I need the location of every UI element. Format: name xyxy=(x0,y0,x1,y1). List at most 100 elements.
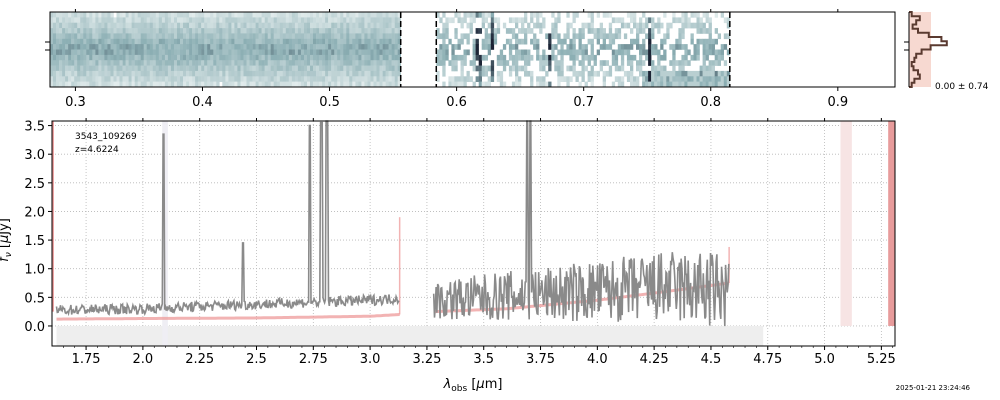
heatmap-cell xyxy=(297,49,302,56)
heatmap-cell xyxy=(313,70,317,77)
heatmap-cell xyxy=(572,12,576,18)
heatmap-cell xyxy=(267,33,271,40)
heatmap-cell xyxy=(222,44,226,50)
heatmap-cell xyxy=(282,65,287,72)
heatmap-cell xyxy=(285,76,290,82)
heatmap-cell xyxy=(711,44,715,50)
heatmap-cell xyxy=(201,76,205,82)
heatmap-cell xyxy=(264,70,268,77)
heatmap-cell xyxy=(487,49,491,56)
heatmap-cell xyxy=(527,54,531,61)
heatmap-cell xyxy=(261,81,265,88)
heatmap-cell xyxy=(391,65,395,72)
heatmap-cell xyxy=(50,33,54,40)
heatmap-cell xyxy=(436,33,440,40)
heatmap-cell xyxy=(373,49,377,56)
heatmap-cell xyxy=(288,65,293,72)
heatmap-cell xyxy=(89,38,93,45)
heatmap-cell xyxy=(119,38,123,45)
heatmap-cell xyxy=(74,49,78,56)
heatmap-cell xyxy=(705,76,709,82)
heatmap-cell xyxy=(71,65,75,72)
heatmap-cell xyxy=(472,65,476,72)
heatmap-cell xyxy=(693,54,697,61)
heatmap-cell xyxy=(219,70,223,77)
heatmap-cell xyxy=(379,70,383,77)
heatmap-cell xyxy=(149,60,154,66)
heatmap-cell xyxy=(448,17,452,24)
heatmap-cell xyxy=(337,54,341,61)
heatmap-cell xyxy=(463,81,467,88)
heatmap-cell xyxy=(596,12,600,18)
heatmap-cell xyxy=(149,12,154,18)
heatmap-cell xyxy=(74,60,78,66)
heatmap-cell xyxy=(690,76,694,82)
heatmap-cell xyxy=(237,54,241,61)
heatmap-cell xyxy=(533,33,537,40)
heatmap-cell xyxy=(282,54,287,61)
heatmap-cell xyxy=(204,54,208,61)
heatmap-cell xyxy=(334,76,338,82)
heatmap-cell xyxy=(584,81,588,88)
heatmap-cell xyxy=(98,49,102,56)
heatmap-cell xyxy=(304,76,308,82)
heatmap-cell xyxy=(442,33,446,40)
heatmap-cell xyxy=(605,60,609,66)
heatmap-cell xyxy=(636,81,640,88)
heatmap-cell xyxy=(174,38,178,45)
heatmap-cell xyxy=(457,44,461,50)
heatmap-cell xyxy=(285,28,290,34)
heatmap-cell xyxy=(152,81,157,88)
heatmap-cell xyxy=(89,81,93,88)
heatmap-cell xyxy=(107,44,111,50)
heatmap-cell xyxy=(71,60,75,66)
heatmap-cell xyxy=(143,38,147,45)
heatmap-cell xyxy=(240,22,244,29)
heatmap-cell xyxy=(110,70,114,77)
heatmap-cell xyxy=(276,33,281,40)
heatmap-cell xyxy=(355,22,359,29)
heatmap-cell xyxy=(521,22,525,29)
heatmap-cell xyxy=(331,22,335,29)
heatmap-cell xyxy=(364,60,368,66)
heatmap-cell xyxy=(80,28,84,34)
heatmap-cell xyxy=(252,76,256,82)
heatmap-cell xyxy=(71,49,75,56)
heatmap-cell xyxy=(50,60,54,66)
heatmap-cell xyxy=(367,49,371,56)
heatmap-cell xyxy=(481,38,485,45)
heatmap-cell xyxy=(98,38,102,45)
heatmap-cell xyxy=(397,65,401,72)
heatmap-cell xyxy=(322,60,326,66)
heatmap-cell xyxy=(515,54,519,61)
heatmap-cell xyxy=(496,54,501,61)
heatmap-cell xyxy=(225,65,229,72)
heatmap-cell xyxy=(140,17,144,24)
heatmap-cell xyxy=(95,70,99,77)
heatmap-cell xyxy=(68,65,72,72)
heatmap-cell xyxy=(189,49,193,56)
heatmap-cell xyxy=(65,38,69,45)
heatmap-cell xyxy=(639,65,643,72)
heatmap-cell xyxy=(222,12,226,18)
histogram-steps xyxy=(909,11,948,88)
heatmap-cell xyxy=(155,17,160,24)
heatmap-cell xyxy=(228,49,232,56)
heatmap-cell xyxy=(149,22,154,29)
heatmap-cell xyxy=(581,65,585,72)
heatmap-cell xyxy=(385,70,389,77)
heatmap-cell xyxy=(125,38,129,45)
heatmap-cell xyxy=(267,49,271,56)
heatmap-cell xyxy=(225,54,229,61)
heatmap-cell xyxy=(678,65,682,72)
heatmap-cell xyxy=(666,81,670,88)
heatmap-cell xyxy=(207,44,211,50)
heatmap-cell xyxy=(672,49,676,56)
heatmap-cell xyxy=(524,70,528,77)
heatmap-cell xyxy=(219,12,223,18)
heatmap-cell xyxy=(198,17,202,24)
heatmap-cell xyxy=(285,81,290,88)
heatmap-cell xyxy=(620,17,625,24)
heatmap-cell xyxy=(397,44,401,50)
heatmap-cell xyxy=(684,12,688,18)
